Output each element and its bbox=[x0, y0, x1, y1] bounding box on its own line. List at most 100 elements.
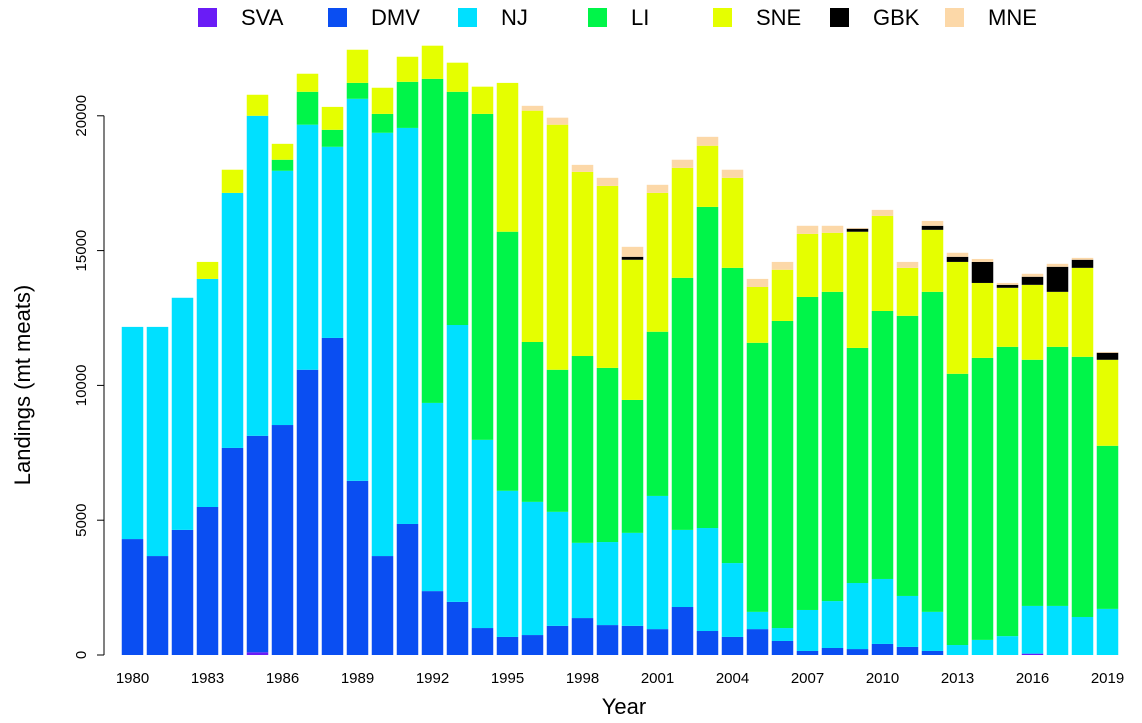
bar-segment bbox=[521, 501, 544, 636]
bar-segment bbox=[471, 113, 494, 440]
bar-segment bbox=[171, 297, 194, 530]
bar-segment bbox=[896, 261, 919, 268]
legend-swatch bbox=[830, 8, 849, 27]
bar-segment bbox=[396, 56, 419, 82]
bar-segment bbox=[996, 636, 1019, 655]
bar-segment bbox=[796, 609, 819, 651]
bar-segment bbox=[696, 631, 719, 655]
bar-segment bbox=[446, 325, 469, 602]
x-tick-label: 2019 bbox=[1091, 670, 1124, 687]
bar-segment bbox=[321, 106, 344, 130]
bar-segment bbox=[421, 78, 444, 403]
bar-segment bbox=[1096, 352, 1119, 360]
bar-segment bbox=[1096, 351, 1119, 353]
bar-segment bbox=[871, 643, 894, 655]
bar-segment bbox=[821, 291, 844, 602]
bar-segment bbox=[1046, 346, 1069, 606]
bar-segment bbox=[371, 556, 394, 655]
bar-segment bbox=[646, 629, 669, 655]
x-tick-label: 1986 bbox=[266, 670, 299, 687]
bar-segment bbox=[346, 49, 369, 83]
bar-segment bbox=[371, 132, 394, 557]
legend-label: GBK bbox=[873, 5, 920, 30]
bar-segment bbox=[571, 164, 594, 172]
bar-segment bbox=[621, 532, 644, 626]
bar-segment bbox=[271, 143, 294, 160]
bar-segment bbox=[846, 583, 869, 650]
bar-segment bbox=[1046, 263, 1069, 267]
bar-segment bbox=[1071, 257, 1094, 260]
bar-segment bbox=[121, 326, 144, 540]
bar-segment bbox=[346, 480, 369, 655]
bar-segment bbox=[946, 261, 969, 374]
bar-segment bbox=[996, 346, 1019, 637]
bar-segment bbox=[771, 269, 794, 321]
x-tick-label: 1992 bbox=[416, 670, 449, 687]
bar-segment bbox=[621, 259, 644, 400]
bar-segment bbox=[521, 105, 544, 111]
x-tick-label: 1989 bbox=[341, 670, 374, 687]
bar-segment bbox=[346, 82, 369, 99]
bar-segment bbox=[546, 369, 569, 512]
bar-segment bbox=[921, 229, 944, 292]
bar-segment bbox=[846, 227, 869, 229]
bar-segment bbox=[271, 159, 294, 171]
bar-segment bbox=[1096, 359, 1119, 446]
bar-segment bbox=[496, 490, 519, 637]
bar-segment bbox=[521, 110, 544, 342]
bar-segment bbox=[146, 556, 169, 655]
bar-segment bbox=[246, 652, 269, 655]
bar-segment bbox=[471, 86, 494, 114]
bar-segment bbox=[1046, 266, 1069, 292]
bar-segment bbox=[421, 45, 444, 79]
x-tick-label: 2004 bbox=[716, 670, 749, 687]
legend-label: DMV bbox=[371, 5, 420, 30]
bar-segment bbox=[496, 82, 519, 232]
bar-segment bbox=[671, 167, 694, 278]
bar-segment bbox=[421, 402, 444, 592]
x-tick-label: 2010 bbox=[866, 670, 899, 687]
bar-segment bbox=[746, 278, 769, 287]
bar-segment bbox=[346, 98, 369, 481]
bar-segment bbox=[1021, 284, 1044, 360]
bar-segment bbox=[746, 342, 769, 612]
bar-segment bbox=[396, 81, 419, 128]
bar-segment bbox=[271, 170, 294, 426]
bar-segment bbox=[1071, 259, 1094, 268]
bar-segment bbox=[846, 347, 869, 584]
bar-segment bbox=[546, 511, 569, 626]
bar-segment bbox=[871, 209, 894, 216]
bar-segment bbox=[996, 287, 1019, 347]
legend-swatch bbox=[713, 8, 732, 27]
bar-segment bbox=[571, 171, 594, 357]
bar-segment bbox=[746, 611, 769, 630]
bar-segment bbox=[571, 356, 594, 543]
bar-segment bbox=[621, 256, 644, 260]
legend-swatch bbox=[588, 8, 607, 27]
bar-segment bbox=[296, 369, 319, 655]
bar-segment bbox=[1071, 267, 1094, 357]
bar-segment bbox=[896, 315, 919, 596]
bar-segment bbox=[721, 267, 744, 564]
bar-segment bbox=[946, 645, 969, 655]
y-tick-label: 10000 bbox=[73, 365, 90, 407]
bar-segment bbox=[521, 635, 544, 655]
bar-segment bbox=[396, 127, 419, 524]
bar-segment bbox=[271, 425, 294, 655]
bar-segment bbox=[921, 225, 944, 230]
bar-segment bbox=[896, 595, 919, 647]
bar-segment bbox=[696, 136, 719, 146]
bar-segment bbox=[771, 640, 794, 655]
x-axis-title: Year bbox=[602, 694, 646, 719]
bar-segment bbox=[721, 169, 744, 178]
bar-segment bbox=[196, 261, 219, 279]
y-tick-label: 15000 bbox=[73, 230, 90, 272]
bar-segment bbox=[771, 628, 794, 641]
bar-segment bbox=[946, 256, 969, 262]
bar-segment bbox=[746, 286, 769, 343]
bar-segment bbox=[796, 233, 819, 297]
bar-segment bbox=[821, 225, 844, 233]
bar-segment bbox=[496, 231, 519, 491]
y-axis-title: Landings (mt meats) bbox=[10, 285, 35, 486]
